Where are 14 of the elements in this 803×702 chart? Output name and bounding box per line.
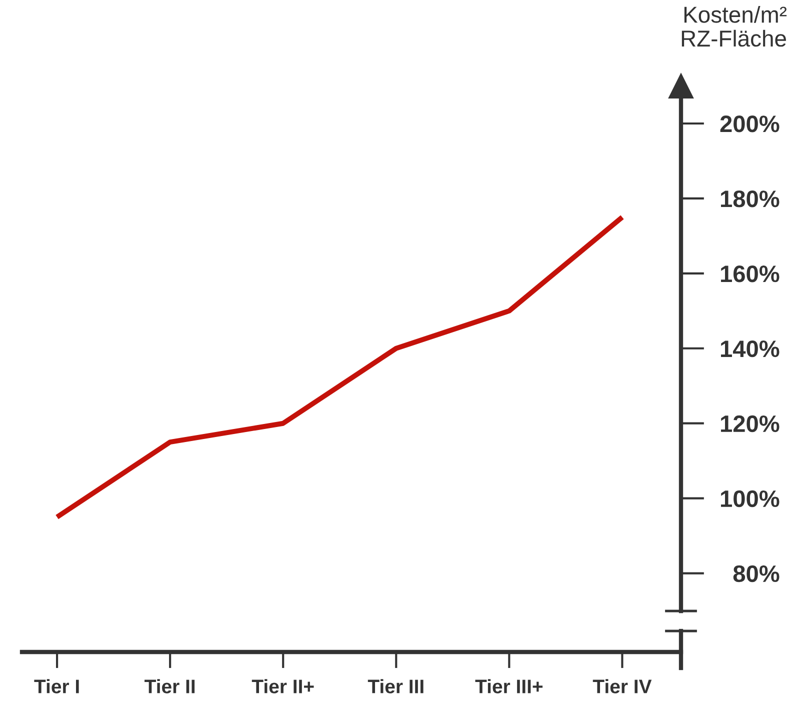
y-tick-label: 200% xyxy=(720,116,780,132)
x-tick-label: Tier I xyxy=(34,679,79,694)
x-tick-label: Tier II xyxy=(144,679,195,694)
y-tick-label: 140% xyxy=(720,340,780,358)
y-tick-label: 80% xyxy=(733,565,780,582)
y-tick-label: 100% xyxy=(720,490,780,508)
x-tick-label: Tier III+ xyxy=(475,679,543,694)
x-tick-label: Tier II+ xyxy=(252,679,314,694)
y-tick-label: 180% xyxy=(720,190,780,208)
y-axis-title: Kosten/m² RZ-Fläche xyxy=(682,6,787,47)
y-tick-label: 160% xyxy=(720,265,780,282)
x-tick-label: Tier IV xyxy=(592,679,652,694)
x-tick-label: Tier III xyxy=(368,679,424,694)
y-tick-label: 120% xyxy=(720,415,780,432)
